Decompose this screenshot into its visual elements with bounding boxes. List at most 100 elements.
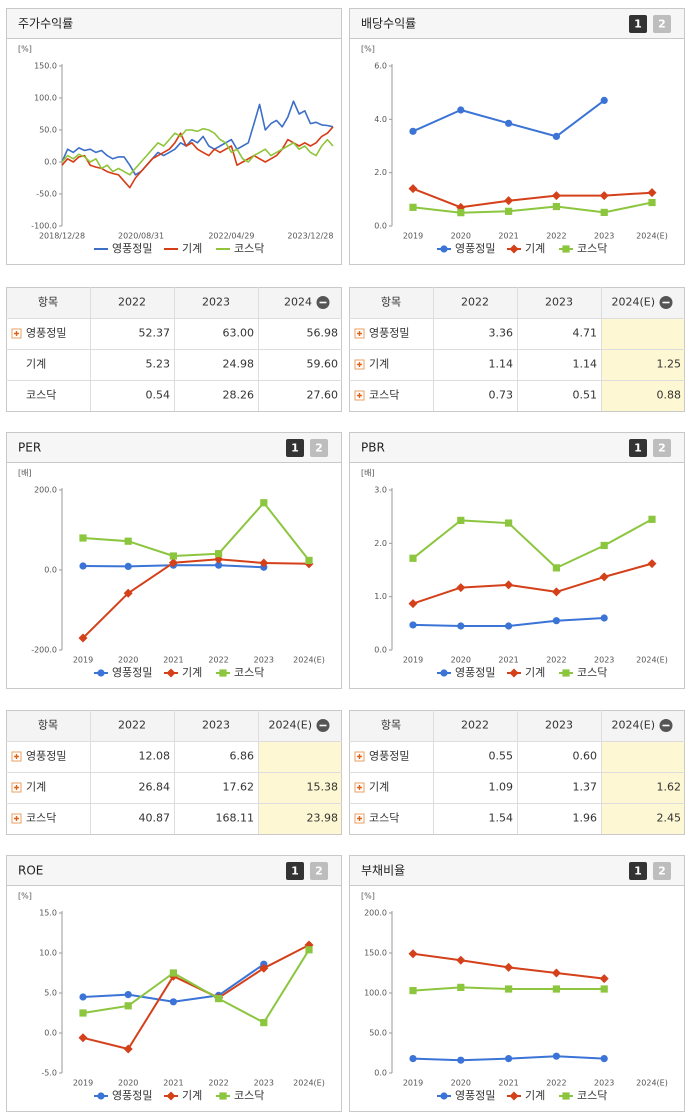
marker (505, 1055, 513, 1063)
value-cell: 2.45 (657, 812, 682, 825)
marker (97, 1092, 105, 1100)
series-line (82, 949, 310, 1024)
page-button (629, 862, 647, 880)
y-tick-label: 200.0 (34, 486, 57, 495)
y-tick-label: 5.0 (44, 989, 57, 998)
data-table: 항목 2022 2023 2024(E) 영풍정밀 12.08 6.86 기계 26.84 17.… (6, 710, 342, 835)
x-tick-label: 2021 (163, 656, 183, 665)
marker (123, 1044, 133, 1054)
x-tick-label: 2023 (594, 1079, 614, 1088)
x-tick-label: 2020/08/31 (118, 232, 164, 241)
legend-label: 코스닥 (234, 1089, 264, 1102)
chart-panel: PER 1 2 [배] -200.0 0.0 200.0 2019 2020 2021 2022 20… (6, 432, 342, 689)
header-cell: 2023 (545, 719, 573, 732)
series-line (412, 518, 653, 569)
value-cell: 28.26 (223, 389, 255, 402)
x-tick-label: 2019 (403, 1079, 423, 1088)
row-name: 영풍정밀 (26, 750, 66, 763)
value-cell: 63.00 (223, 327, 255, 340)
marker (169, 969, 177, 977)
chart-title: 배당수익률 (361, 17, 416, 31)
value-cell: 17.62 (223, 781, 255, 794)
header-cell: 항목 (38, 296, 58, 309)
marker (505, 622, 513, 630)
page-button-label: 1 (291, 865, 299, 878)
row-name: 기계 (369, 358, 389, 371)
marker (600, 96, 608, 104)
value-cell: 3.36 (489, 327, 514, 340)
y-tick-label: 2.0 (374, 539, 387, 548)
marker (219, 669, 227, 677)
panel-header (6, 855, 342, 886)
marker (169, 998, 177, 1006)
marker (409, 554, 417, 562)
series-line (412, 187, 653, 209)
x-tick-label: 2020 (451, 656, 471, 665)
row-name: 기계 (26, 358, 46, 371)
page-button-label: 2 (315, 865, 323, 878)
marker (305, 946, 313, 954)
series-line (412, 562, 653, 605)
legend-label: 기계 (525, 666, 545, 679)
chart-panel: 부채비율 1 2 [%] 0.0 50.0 100.0 150.0 200.0 2019 2020 2… (349, 855, 685, 1112)
legend-label: 영풍정밀 (112, 242, 152, 255)
expand-icon-plus (357, 362, 362, 367)
marker (79, 1009, 87, 1017)
row-name: 코스닥 (26, 389, 56, 402)
x-tick-label: 2022 (546, 232, 566, 241)
marker (599, 974, 609, 984)
page-button (629, 15, 647, 33)
legend-label: 기계 (182, 666, 202, 679)
marker (79, 562, 87, 570)
expand-icon-plus (357, 785, 362, 790)
marker (409, 203, 417, 211)
marker (600, 985, 608, 993)
x-tick-label: 2024(E) (293, 656, 325, 665)
page-button (310, 862, 328, 880)
page-button (310, 439, 328, 457)
row-name: 기계 (26, 781, 46, 794)
value-cell: 27.60 (307, 389, 339, 402)
series-line (412, 201, 653, 214)
value-cell: 56.98 (307, 327, 339, 340)
expand-icon-plus (14, 754, 19, 759)
legend-label: 기계 (182, 1089, 202, 1102)
marker (456, 583, 466, 593)
marker (409, 1055, 417, 1063)
y-tick-label: 150.0 (364, 949, 387, 958)
page-button-label: 1 (634, 442, 642, 455)
y-tick-label: 100.0 (364, 989, 387, 998)
page-button-label: 2 (315, 442, 323, 455)
x-tick-label: 2019 (403, 232, 423, 241)
panel-header (6, 8, 342, 39)
x-tick-label: 2020 (451, 1079, 471, 1088)
header-cell: 항목 (381, 719, 401, 732)
value-cell: 6.86 (230, 750, 255, 763)
legend-label: 코스닥 (577, 1089, 607, 1102)
row-name: 코스닥 (26, 812, 56, 825)
value-cell: 1.14 (573, 358, 598, 371)
expand-icon-plus (357, 816, 362, 821)
marker (124, 562, 132, 570)
expand-icon-plus (14, 785, 19, 790)
x-tick-label: 2023 (594, 656, 614, 665)
legend-label: 영풍정밀 (455, 1089, 495, 1102)
marker (409, 621, 417, 629)
value-cell: 40.87 (139, 812, 171, 825)
unit-label: [배] (361, 469, 375, 478)
header-cell: 항목 (381, 296, 401, 309)
marker (78, 633, 88, 643)
marker (219, 1092, 227, 1100)
y-tick-label: -50.0 (36, 190, 57, 199)
y-tick-label: 150.0 (34, 62, 57, 71)
chart-title: ROE (18, 864, 43, 878)
value-cell: 0.73 (489, 389, 514, 402)
value-cell: 24.98 (223, 358, 255, 371)
value-cell: 1.62 (657, 781, 682, 794)
legend-label: 기계 (182, 242, 202, 255)
expand-icon-plus (14, 331, 19, 336)
y-tick-label: 50.0 (39, 126, 57, 135)
unit-label: [%] (361, 892, 375, 901)
marker (457, 209, 465, 217)
